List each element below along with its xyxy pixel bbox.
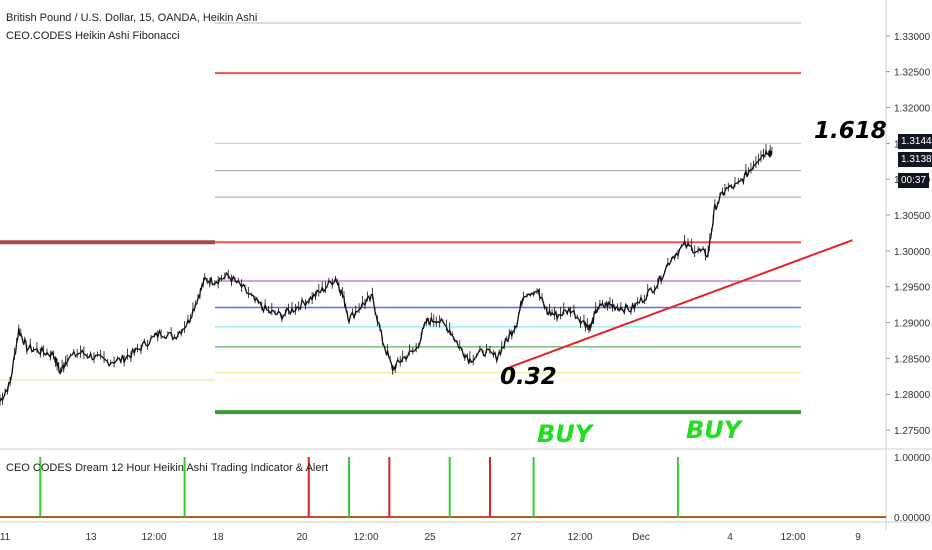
y-tick-label: 1.30500 [894,211,931,222]
countdown-tag: 00:37 [898,173,930,188]
price-candles [0,144,773,406]
x-tick-label: 9 [855,532,861,543]
y-tick-label: 1.30000 [894,247,931,258]
x-tick-label: 25 [424,532,436,543]
y-tick-label: 1.29000 [894,319,931,330]
buy-signal-label-1: BUY [537,420,593,448]
y-tick-label: 1.32500 [894,68,931,79]
last-price-tag: 1.31442 [898,134,932,149]
indicator-title: CEO.CODES Heikin Ashi Fibonacci [6,30,180,42]
fib-1618-label: 1.618 [814,118,887,144]
y-tick-label: 1.27500 [894,426,931,437]
symbol-title: British Pound / U.S. Dollar, 15, OANDA, … [6,12,258,24]
x-tick-label: 12:00 [567,532,592,543]
x-tick-label: 27 [510,532,522,543]
y-tick-label: 1.28500 [894,354,931,365]
y-tick-label: 1.33000 [894,32,931,43]
x-tick-label: 18 [212,532,224,543]
x-tick-label: 12:00 [780,532,805,543]
lower-indicator-title: CEO CODES Dream 12 Hour Heikin Ashi Trad… [6,462,329,474]
y-tick-label: 1.29500 [894,283,931,294]
x-tick-label: 12:00 [353,532,378,543]
y-tick-label: 1.32000 [894,104,931,115]
lower-y-tick-label: 0.00000 [894,513,931,524]
x-tick-label: 4 [727,532,733,543]
prev-price-tag: 1.31382 [898,152,932,167]
lower-y-tick-label: 1.00000 [894,453,931,464]
x-tick-label: Dec [632,532,650,543]
price-line [0,148,773,402]
trendline [509,239,853,368]
y-tick-label: 1.28000 [894,390,931,401]
buy-signal-label-2: BUY [686,416,742,444]
x-tick-label: 13 [85,532,97,543]
x-tick-label: 20 [296,532,308,543]
x-tick-label: 12:00 [141,532,166,543]
fib-032-label: 0.32 [500,364,557,390]
x-tick-label: 11 [0,532,11,543]
